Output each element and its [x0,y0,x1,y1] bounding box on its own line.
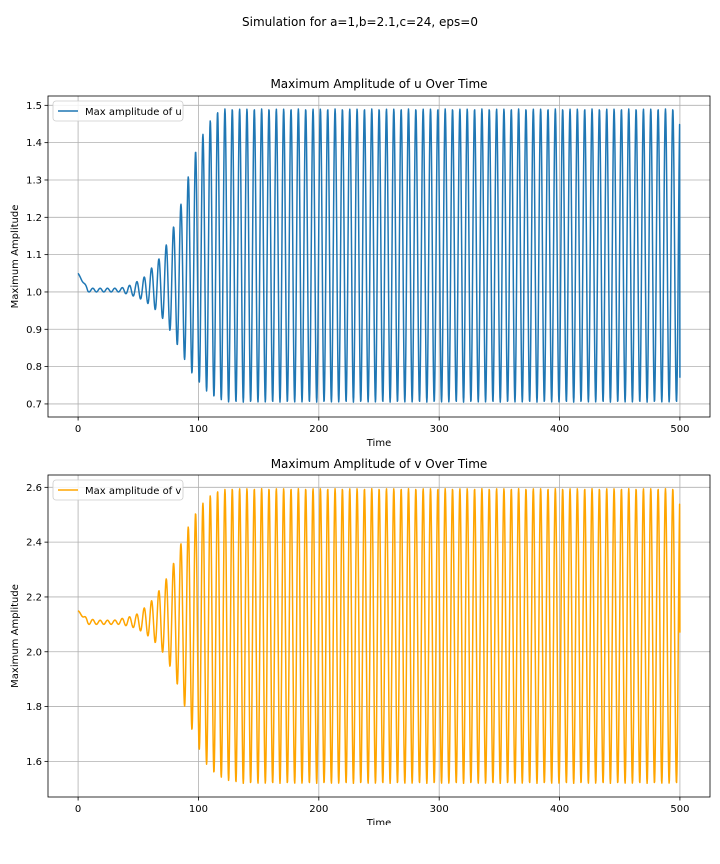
y-tick-label: 1.8 [26,702,42,713]
y-tick-label: 1.5 [26,101,42,112]
x-tick-label: 300 [430,424,449,435]
x-tick-label: 300 [430,804,449,815]
series-line-0 [77,108,681,403]
x-tick-label: 400 [550,424,569,435]
y-tick-label: 1.6 [26,757,42,768]
y-tick-label: 2.4 [26,538,42,549]
x-tick-label: 200 [309,424,328,435]
legend: Max amplitude of u [52,100,184,122]
x-axis-label: Time [366,438,391,449]
y-tick-label: 2.2 [26,592,42,603]
y-tick-label: 0.7 [26,399,42,410]
legend: Max amplitude of v [52,479,184,501]
legend-box [52,479,184,501]
y-tick-label: 1.0 [26,287,42,298]
legend-label: Max amplitude of u [85,107,182,118]
chart-u-amplitude: Maximum Amplitude of u Over Time 0 100 200 3… [10,77,711,449]
x-tick-label: 500 [670,804,689,815]
y-tick-label: 2.0 [26,647,42,658]
chart-title: Maximum Amplitude of v Over Time [271,457,488,471]
legend-box [52,100,184,122]
x-axis-label: Time [366,818,391,825]
y-tick-label: 1.2 [26,213,42,224]
y-tick-label: 1.1 [26,250,42,261]
y-axis-label: Maximum Amplitude [10,584,21,688]
y-axis-label: Maximum Amplitude [10,205,21,309]
y-tick-label: 0.9 [26,325,42,336]
x-tick-label: 100 [189,804,208,815]
x-tick-label: 500 [670,424,689,435]
y-tick-label: 0.8 [26,362,42,373]
plot-frame [47,95,711,418]
chart-v-amplitude: Maximum Amplitude of v Over Time 0 100 200 3… [10,457,711,825]
x-tick-label: 200 [309,804,328,815]
x-tick-label: 0 [75,424,81,435]
x-tick-label: 400 [550,804,569,815]
plot-frame [47,474,711,798]
x-tick-label: 0 [75,804,81,815]
legend-label: Max amplitude of v [85,486,181,497]
y-tick-label: 1.3 [26,175,42,186]
series-line-1 [77,487,681,785]
y-tick-label: 1.4 [26,138,42,149]
chart-title: Maximum Amplitude of u Over Time [270,77,487,91]
figure-suptitle: Simulation for a=1,b=2.1,c=24, eps=0 [242,15,478,29]
y-tick-label: 2.6 [26,483,42,494]
x-tick-label: 100 [189,424,208,435]
